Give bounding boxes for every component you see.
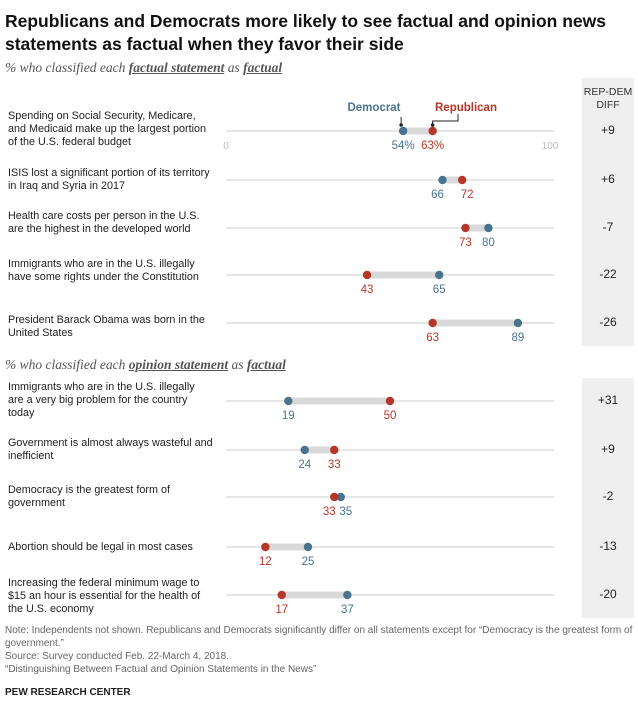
diff-value: +9	[601, 442, 615, 456]
row-label: Spending on Social Security, Medicare, a…	[8, 110, 207, 148]
republican-value-label: 63%	[421, 140, 444, 152]
democrat-dot	[398, 126, 408, 136]
republican-dot	[461, 223, 470, 233]
democrat-dot	[435, 270, 444, 280]
democrat-value-label: 66	[431, 189, 444, 201]
republican-dot	[428, 318, 437, 328]
republican-dot	[385, 396, 395, 406]
democrat-value-label: 37	[341, 604, 354, 616]
report-text: “Distinguishing Between Factual and Opin…	[5, 664, 317, 675]
diff-column-bg-1	[582, 78, 634, 346]
row-label: Government is almost always wasteful and…	[8, 437, 213, 462]
diff-value: +31	[597, 393, 619, 407]
republican-value-label: 63	[426, 332, 439, 344]
diff-value: -22	[599, 267, 617, 281]
democrat-value-label: 54%	[392, 140, 415, 152]
republican-value-label: 43	[361, 284, 374, 296]
republican-dot	[277, 590, 286, 600]
republican-value-label: 33	[328, 459, 341, 471]
chart-title: Republicans and Democrats more likely to…	[5, 11, 606, 54]
diff-value: -7	[602, 220, 614, 234]
republican-dot	[428, 126, 437, 136]
row-label: Health care costs per person in the U.S.…	[8, 210, 200, 235]
diff-value: +9	[601, 123, 615, 137]
democrat-value-label: 19	[282, 410, 295, 422]
democrat-value-label: 35	[339, 506, 352, 518]
republican-value-label: 73	[459, 237, 472, 249]
republican-value-label: 17	[275, 604, 288, 616]
subhead-emphasis: factual statement	[128, 60, 225, 75]
notes: Note: Independents not shown. Republican…	[5, 624, 633, 676]
democrat-dot	[343, 590, 352, 600]
republican-value-label: 72	[461, 189, 474, 201]
legend-leader-republican	[432, 114, 459, 126]
subhead-text: % who classified each	[5, 357, 129, 372]
democrat-value-label: 89	[512, 332, 525, 344]
diff-header: REP-DEM DIFF	[583, 86, 633, 111]
row-label: President Barack Obama was born in the U…	[8, 314, 205, 339]
row-label: Increasing the federal minimum wage to $…	[8, 577, 201, 615]
republican-dot	[330, 445, 339, 455]
democrat-dot	[484, 223, 493, 233]
row-label: Immigrants who are in the U.S. illegally…	[8, 258, 199, 283]
legend-pointer-republican	[430, 123, 435, 127]
subhead-text: as	[228, 357, 247, 372]
subhead-text: % who classified each	[5, 60, 129, 75]
row-label: Immigrants who are in the U.S. illegally…	[8, 381, 195, 419]
republican-value-label: 33	[323, 506, 336, 518]
row-label: Democracy is the greatest form of govern…	[8, 484, 171, 509]
subhead-emphasis: opinion statement	[128, 357, 229, 372]
republican-dot	[457, 175, 467, 185]
source-text: Source: Survey conducted Feb. 22-March 4…	[5, 651, 230, 662]
row-label: ISIS lost a significant portion of its t…	[8, 167, 210, 192]
diff-value: -2	[602, 489, 614, 503]
org-name: PEW RESEARCH CENTER	[5, 687, 131, 698]
democrat-value-label: 65	[433, 284, 446, 296]
democrat-dot	[513, 318, 523, 328]
republican-value-label: 50	[384, 410, 397, 422]
row-label: Abortion should be legal in most cases	[8, 541, 193, 553]
diff-value: +6	[601, 172, 615, 186]
diff-value: -20	[599, 587, 617, 601]
axis-tick-label: 100	[542, 141, 559, 152]
subhead-emphasis: factual	[243, 60, 283, 75]
legend-republican: Republican	[435, 102, 497, 114]
factual-section-subhead: % who classified each factual statement …	[5, 60, 282, 76]
democrat-value-label: 25	[302, 556, 315, 568]
republican-value-label: 12	[259, 556, 272, 568]
subhead-text: as	[224, 60, 244, 75]
subhead-emphasis: factual	[246, 357, 286, 372]
republican-dot	[261, 542, 270, 552]
legend-democrat: Democrat	[347, 102, 400, 114]
note-text: Note: Independents not shown. Republican…	[5, 625, 633, 649]
opinion-section-subhead: % who classified each opinion statement …	[5, 357, 286, 373]
democrat-dot	[284, 396, 293, 406]
axis-tick-label: 0	[223, 141, 229, 152]
democrat-dot	[303, 542, 313, 552]
democrat-dot	[438, 175, 447, 185]
republican-dot	[362, 270, 372, 280]
democrat-value-label: 80	[482, 237, 495, 249]
diff-value: -13	[599, 539, 617, 553]
diff-value: -26	[599, 315, 617, 329]
democrat-value-label: 24	[298, 459, 311, 471]
diff-column-bg-2	[582, 378, 634, 618]
republican-dot	[330, 492, 339, 502]
democrat-dot	[336, 492, 345, 502]
democrat-dot	[300, 445, 309, 455]
legend-pointer-democrat	[399, 123, 403, 127]
